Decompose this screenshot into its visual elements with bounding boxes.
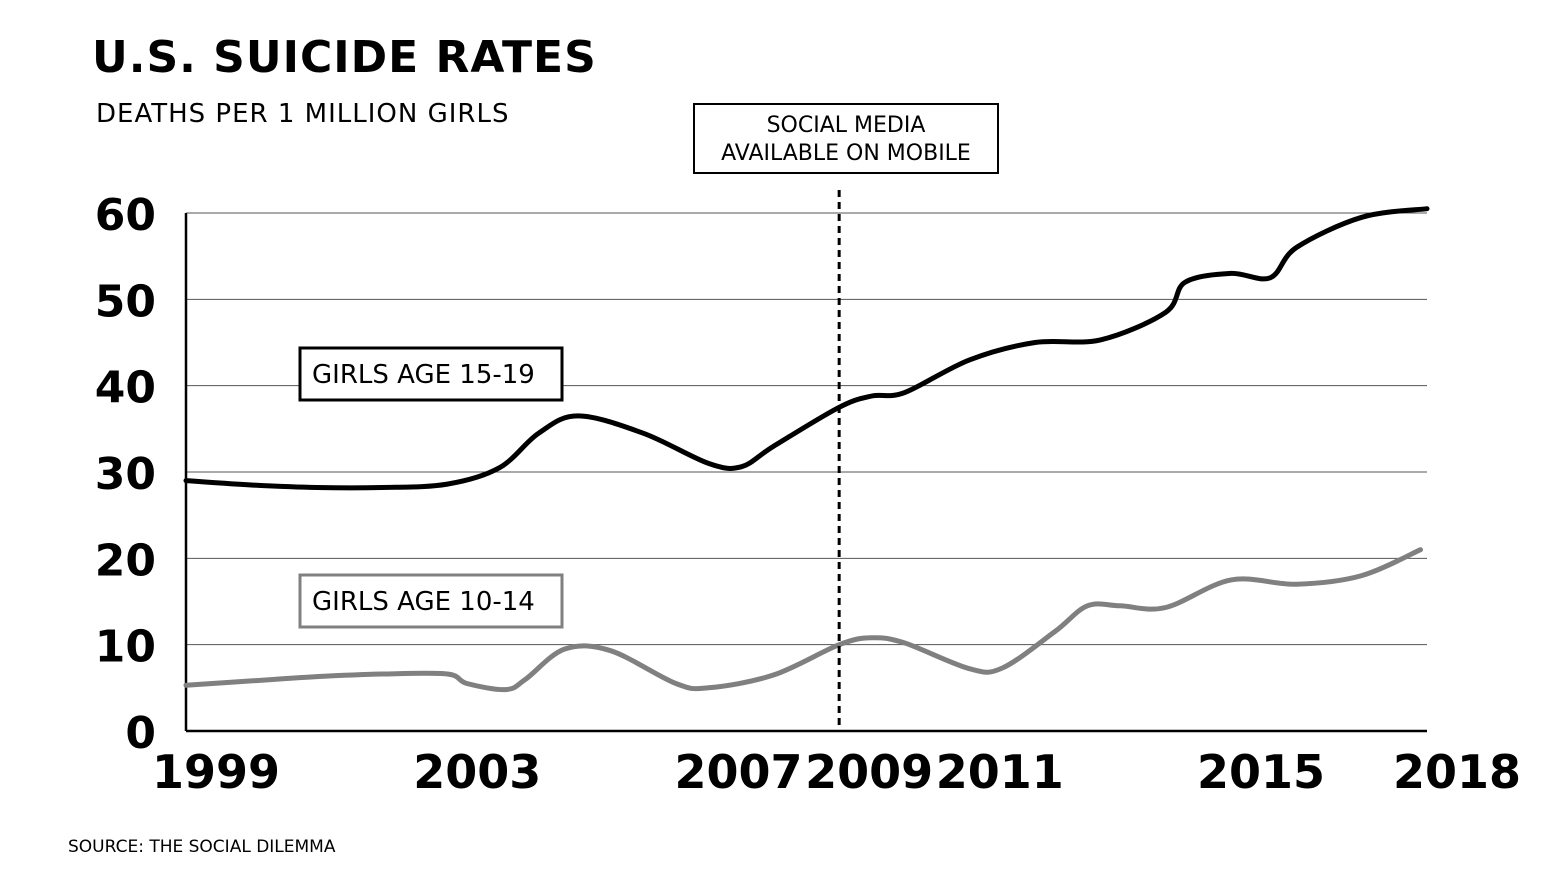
x-tick-label: 2007 bbox=[675, 745, 803, 799]
chart-subtitle: DEATHS PER 1 MILLION GIRLS bbox=[96, 99, 509, 129]
x-tick-label: 2011 bbox=[936, 745, 1064, 799]
annotation: SOCIAL MEDIA AVAILABLE ON MOBILE bbox=[693, 103, 999, 725]
y-tick-label: 30 bbox=[95, 449, 156, 500]
label-girls-15-19-box bbox=[298, 346, 564, 402]
x-tick-label: 2015 bbox=[1197, 745, 1325, 799]
y-tick-label: 10 bbox=[95, 622, 156, 673]
label-girls-10-14-box bbox=[298, 573, 564, 629]
x-tick-label: 2009 bbox=[805, 745, 933, 799]
y-tick-label: 0 bbox=[125, 708, 156, 759]
y-tick-label: 60 bbox=[95, 190, 156, 241]
y-tick-label: 40 bbox=[95, 363, 156, 414]
label-girls-15-19: GIRLS AGE 15-19 bbox=[312, 360, 535, 390]
chart-title: U.S. SUICIDE RATES bbox=[92, 32, 597, 83]
x-tick-label: 2003 bbox=[413, 745, 541, 799]
chart-source: SOURCE: THE SOCIAL DILEMMA bbox=[68, 837, 336, 857]
series-line-girls-10-14 bbox=[183, 547, 1423, 693]
annotation-box bbox=[693, 103, 999, 174]
x-tick-label: 2018 bbox=[1393, 745, 1521, 799]
label-girls-10-14: GIRLS AGE 10-14 bbox=[312, 587, 535, 617]
annotation-text: AVAILABLE ON MOBILE bbox=[721, 141, 971, 166]
y-tick-label: 20 bbox=[95, 535, 156, 586]
annotation-text: SOCIAL MEDIA bbox=[767, 113, 926, 138]
axes: 0 10 20 30 40 50 60 1999 2003 2007 2009 2011 2015 201… bbox=[95, 190, 1521, 799]
series-labels: GIRLS AGE 15-19 GIRLS AGE 10-14 bbox=[298, 346, 564, 629]
y-tick-label: 50 bbox=[95, 276, 156, 327]
x-tick-label: 1999 bbox=[152, 745, 280, 799]
